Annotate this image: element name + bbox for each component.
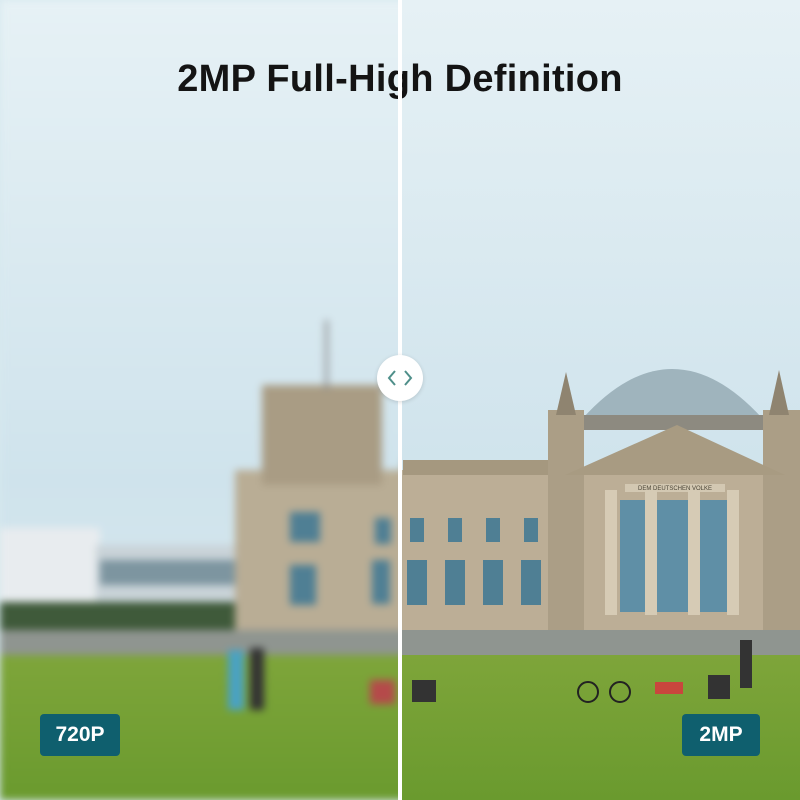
comparison-right-2mp: DEM DEUTSCHEN VOLKE [400,0,800,800]
comparison-slider-handle[interactable] [377,355,423,401]
resolution-badge-2mp: 2MP [682,714,760,756]
facade-inscription: DEM DEUTSCHEN VOLKE [638,486,712,492]
photo-2mp-sharp: DEM DEUTSCHEN VOLKE [400,0,800,800]
resolution-badge-720p: 720P [40,714,120,756]
chevron-left-right-icon [387,370,413,386]
comparison-left-720p [0,0,400,800]
photo-720p-blurred [0,0,400,800]
